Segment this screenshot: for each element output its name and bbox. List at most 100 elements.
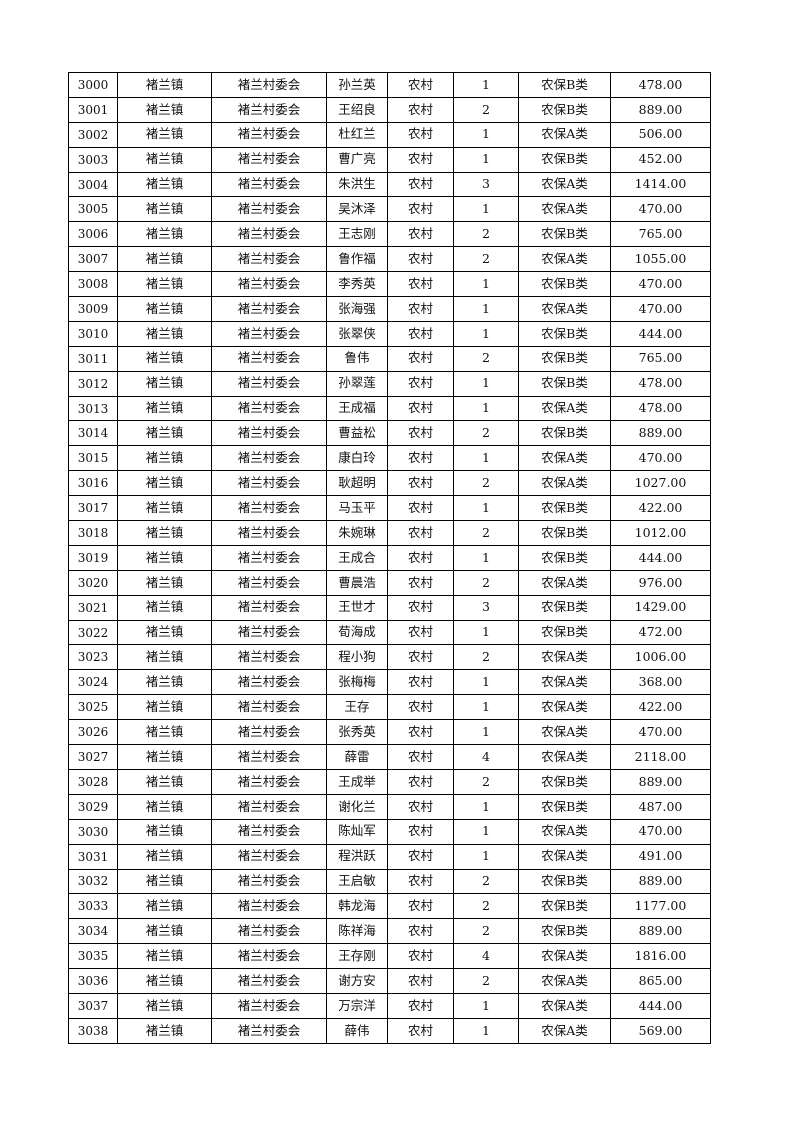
town-cell: 褚兰镇	[117, 320, 212, 347]
town-cell: 褚兰镇	[117, 470, 212, 497]
table-row: 3028 褚兰镇 褚兰村委会 王成举 农村 2 农保B类 889.00	[68, 768, 711, 795]
village-committee-cell: 褚兰村委会	[211, 719, 327, 746]
person-name-cell: 张秀英	[326, 719, 388, 746]
household-type-cell: 农村	[387, 520, 454, 546]
beneficiary-table: 3000 褚兰镇 褚兰村委会 孙兰英 农村 1 农保B类 478.00 3001 褚兰镇 褚兰村委会…	[68, 72, 711, 1044]
household-size-cell: 1	[453, 320, 519, 347]
household-type-cell: 农村	[387, 918, 454, 945]
person-name-cell: 谢化兰	[326, 793, 388, 820]
table-row: 3012 褚兰镇 褚兰村委会 孙翠莲 农村 1 农保B类 478.00	[68, 370, 711, 397]
town-cell: 褚兰镇	[117, 868, 212, 895]
table-row: 3027 褚兰镇 褚兰村委会 薛雷 农村 4 农保A类 2118.00	[68, 744, 711, 770]
amount-cell: 889.00	[610, 768, 711, 795]
town-cell: 褚兰镇	[117, 818, 212, 845]
village-committee-cell: 褚兰村委会	[211, 171, 327, 198]
row-number-cell: 3015	[68, 445, 118, 472]
row-number-cell: 3003	[68, 146, 118, 173]
insurance-category-cell: 农保B类	[518, 320, 611, 347]
amount-cell: 470.00	[610, 818, 711, 845]
row-number-cell: 3013	[68, 395, 118, 422]
table-row: 3016 褚兰镇 褚兰村委会 耿超明 农村 2 农保A类 1027.00	[68, 470, 711, 497]
household-type-cell: 农村	[387, 644, 454, 671]
person-name-cell: 王成合	[326, 544, 388, 571]
row-number-cell: 3027	[68, 744, 118, 770]
town-cell: 褚兰镇	[117, 569, 212, 596]
row-number-cell: 3004	[68, 171, 118, 198]
amount-cell: 472.00	[610, 619, 711, 646]
town-cell: 褚兰镇	[117, 395, 212, 422]
amount-cell: 487.00	[610, 793, 711, 820]
household-size-cell: 1	[453, 271, 519, 298]
insurance-category-cell: 农保A类	[518, 121, 611, 148]
person-name-cell: 张翠侠	[326, 320, 388, 347]
person-name-cell: 鲁伟	[326, 345, 388, 372]
household-size-cell: 1	[453, 719, 519, 746]
insurance-category-cell: 农保A类	[518, 171, 611, 198]
town-cell: 褚兰镇	[117, 345, 212, 372]
row-number-cell: 3037	[68, 992, 118, 1019]
person-name-cell: 朱婉琳	[326, 520, 388, 546]
person-name-cell: 王启敏	[326, 868, 388, 895]
insurance-category-cell: 农保B类	[518, 544, 611, 571]
household-size-cell: 1	[453, 694, 519, 721]
person-name-cell: 曹晨浩	[326, 569, 388, 596]
village-committee-cell: 褚兰村委会	[211, 196, 327, 223]
town-cell: 褚兰镇	[117, 445, 212, 472]
household-type-cell: 农村	[387, 495, 454, 522]
village-committee-cell: 褚兰村委会	[211, 420, 327, 447]
person-name-cell: 曹益松	[326, 420, 388, 447]
amount-cell: 765.00	[610, 345, 711, 372]
town-cell: 褚兰镇	[117, 296, 212, 322]
row-number-cell: 3012	[68, 370, 118, 397]
household-type-cell: 农村	[387, 246, 454, 273]
town-cell: 褚兰镇	[117, 544, 212, 571]
village-committee-cell: 褚兰村委会	[211, 843, 327, 870]
town-cell: 褚兰镇	[117, 694, 212, 721]
person-name-cell: 王存刚	[326, 943, 388, 970]
person-name-cell: 万宗洋	[326, 992, 388, 1019]
table-row: 3019 褚兰镇 褚兰村委会 王成合 农村 1 农保B类 444.00	[68, 544, 711, 571]
person-name-cell: 王成福	[326, 395, 388, 422]
row-number-cell: 3016	[68, 470, 118, 497]
insurance-category-cell: 农保B类	[518, 221, 611, 248]
household-type-cell: 农村	[387, 843, 454, 870]
insurance-category-cell: 农保A类	[518, 719, 611, 746]
household-type-cell: 农村	[387, 271, 454, 298]
town-cell: 褚兰镇	[117, 146, 212, 173]
table-row: 3021 褚兰镇 褚兰村委会 王世才 农村 3 农保B类 1429.00	[68, 594, 711, 621]
household-type-cell: 农村	[387, 719, 454, 746]
town-cell: 褚兰镇	[117, 271, 212, 298]
amount-cell: 470.00	[610, 271, 711, 298]
household-type-cell: 农村	[387, 868, 454, 895]
amount-cell: 452.00	[610, 146, 711, 173]
insurance-category-cell: 农保B类	[518, 271, 611, 298]
town-cell: 褚兰镇	[117, 171, 212, 198]
row-number-cell: 3036	[68, 968, 118, 994]
person-name-cell: 程小狗	[326, 644, 388, 671]
town-cell: 褚兰镇	[117, 669, 212, 696]
row-number-cell: 3000	[68, 72, 118, 98]
insurance-category-cell: 农保A类	[518, 395, 611, 422]
village-committee-cell: 褚兰村委会	[211, 495, 327, 522]
amount-cell: 1006.00	[610, 644, 711, 671]
table-row: 3035 褚兰镇 褚兰村委会 王存刚 农村 4 农保A类 1816.00	[68, 943, 711, 970]
person-name-cell: 韩龙海	[326, 893, 388, 920]
village-committee-cell: 褚兰村委会	[211, 918, 327, 945]
table-row: 3031 褚兰镇 褚兰村委会 程洪跃 农村 1 农保A类 491.00	[68, 843, 711, 870]
village-committee-cell: 褚兰村委会	[211, 868, 327, 895]
household-size-cell: 2	[453, 918, 519, 945]
amount-cell: 765.00	[610, 221, 711, 248]
table-row: 3013 褚兰镇 褚兰村委会 王成福 农村 1 农保A类 478.00	[68, 395, 711, 422]
table-row: 3026 褚兰镇 褚兰村委会 张秀英 农村 1 农保A类 470.00	[68, 719, 711, 746]
town-cell: 褚兰镇	[117, 843, 212, 870]
row-number-cell: 3029	[68, 793, 118, 820]
table-row: 3022 褚兰镇 褚兰村委会 荀海成 农村 1 农保B类 472.00	[68, 619, 711, 646]
town-cell: 褚兰镇	[117, 992, 212, 1019]
household-type-cell: 农村	[387, 818, 454, 845]
table-row: 3025 褚兰镇 褚兰村委会 王存 农村 1 农保A类 422.00	[68, 694, 711, 721]
household-type-cell: 农村	[387, 420, 454, 447]
table-row: 3011 褚兰镇 褚兰村委会 鲁伟 农村 2 农保B类 765.00	[68, 345, 711, 372]
town-cell: 褚兰镇	[117, 943, 212, 970]
town-cell: 褚兰镇	[117, 893, 212, 920]
village-committee-cell: 褚兰村委会	[211, 644, 327, 671]
